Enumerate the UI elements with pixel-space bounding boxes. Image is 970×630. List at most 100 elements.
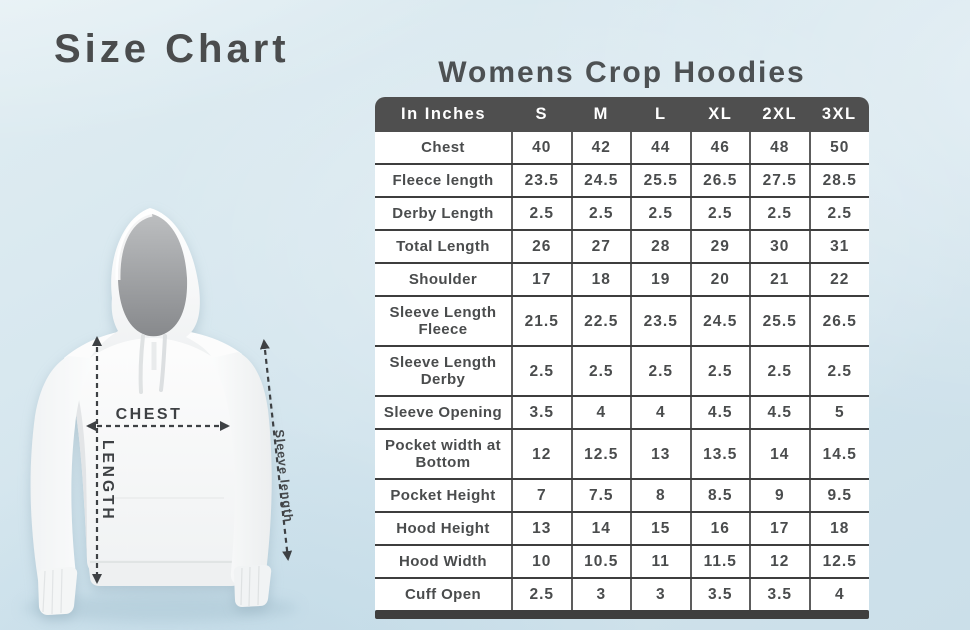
table-row: Hood Width 10 10.5 11 11.5 12 12.5 — [375, 545, 869, 579]
measurement-value: 42 — [570, 132, 631, 165]
measurement-label: Pocket Height — [375, 479, 512, 513]
measurement-value: 27 — [570, 230, 631, 264]
measurement-value: 2.5 — [630, 197, 691, 231]
measurement-value: 26.5 — [689, 164, 750, 198]
measurement-value: 3 — [630, 578, 691, 610]
measurement-label: Fleece length — [375, 164, 512, 198]
measurement-value: 44 — [630, 132, 691, 165]
measurement-label: Hood Height — [375, 512, 512, 546]
size-table: In Inches S M L XL 2XL 3XL Chest 40 42 44 46 48 50 … — [375, 97, 869, 610]
measurement-value: 23.5 — [630, 296, 691, 347]
measurement-value: 3 — [570, 578, 631, 610]
measurement-value: 4 — [570, 396, 631, 430]
measurement-value: 10 — [511, 545, 572, 579]
measurement-value: 7.5 — [570, 479, 631, 513]
measurement-label: Sleeve Opening — [375, 396, 512, 430]
measurement-value: 2.5 — [511, 346, 572, 397]
measurement-value: 2.5 — [749, 197, 810, 231]
hoodie-illustration: CHEST LENGTH Sleeve length — [22, 208, 298, 622]
measurement-value: 8.5 — [689, 479, 750, 513]
measurement-value: 12 — [511, 429, 572, 480]
measurement-value: 50 — [808, 132, 869, 165]
table-row: Sleeve Length Derby 2.5 2.5 2.5 2.5 2.5 2.5 — [375, 346, 869, 397]
measurement-value: 2.5 — [749, 346, 810, 397]
drawstring-right — [159, 334, 167, 392]
table-row: Derby Length 2.5 2.5 2.5 2.5 2.5 2.5 — [375, 197, 869, 231]
measurement-value: 26.5 — [808, 296, 869, 347]
table-row: Fleece length 23.5 24.5 25.5 26.5 27.5 28.5 — [375, 164, 869, 198]
measurement-label: Pocket width at Bottom — [375, 429, 512, 480]
page-title: Size Chart — [54, 27, 290, 71]
measurement-value: 23.5 — [511, 164, 572, 198]
measurement-arrows — [86, 336, 293, 584]
measurement-value: 18 — [570, 263, 631, 297]
size-column-header: XL — [690, 97, 750, 132]
measurement-value: 4.5 — [689, 396, 750, 430]
measurement-value: 11 — [630, 545, 691, 579]
measurement-value: 22 — [808, 263, 869, 297]
measurement-value: 12 — [749, 545, 810, 579]
measurement-label: Total Length — [375, 230, 512, 264]
ground-shadow — [22, 594, 298, 622]
table-row: Pocket width at Bottom 12 12.5 13 13.5 14 14.… — [375, 429, 869, 480]
measurement-value: 5 — [808, 396, 869, 430]
measurement-value: 28.5 — [808, 164, 869, 198]
size-table-body: Chest 40 42 44 46 48 50 Fleece length 23.5 24.… — [375, 132, 869, 610]
measurement-value: 25.5 — [630, 164, 691, 198]
measurement-value: 11.5 — [689, 545, 750, 579]
measurement-value: 10.5 — [570, 545, 631, 579]
table-row: Hood Height 13 14 15 16 17 18 — [375, 512, 869, 546]
measurement-value: 20 — [689, 263, 750, 297]
table-row: Total Length 26 27 28 29 30 31 — [375, 230, 869, 264]
measurement-value: 13 — [630, 429, 691, 480]
measurement-value: 12.5 — [570, 429, 631, 480]
measurement-value: 2.5 — [570, 197, 631, 231]
size-column-header: M — [571, 97, 631, 132]
measurement-value: 14.5 — [808, 429, 869, 480]
header-row: In Inches S M L XL 2XL 3XL — [375, 97, 869, 132]
table-row: Sleeve Opening 3.5 4 4 4.5 4.5 5 — [375, 396, 869, 430]
measurement-value: 7 — [511, 479, 572, 513]
measurement-value: 2.5 — [808, 197, 869, 231]
length-label: LENGTH — [99, 440, 116, 522]
measurement-label: Chest — [375, 132, 512, 165]
size-column-header: In Inches — [375, 97, 512, 132]
measurement-value: 2.5 — [511, 578, 572, 610]
table-row: Chest 40 42 44 46 48 50 — [375, 132, 869, 165]
measurement-value: 2.5 — [570, 346, 631, 397]
measurement-value: 3.5 — [689, 578, 750, 610]
measurement-value: 4 — [630, 396, 691, 430]
measurement-value: 18 — [808, 512, 869, 546]
measurement-value: 3.5 — [749, 578, 810, 610]
measurement-value: 21 — [749, 263, 810, 297]
table-footer-bar — [375, 610, 869, 619]
measurement-value: 2.5 — [511, 197, 572, 231]
measurement-value: 17 — [511, 263, 572, 297]
measurement-value: 3.5 — [511, 396, 572, 430]
measurement-value: 2.5 — [689, 197, 750, 231]
table-row: Pocket Height 7 7.5 8 8.5 9 9.5 — [375, 479, 869, 513]
measurement-value: 9.5 — [808, 479, 869, 513]
measurement-value: 24.5 — [689, 296, 750, 347]
measurement-label: Sleeve Length Derby — [375, 346, 512, 397]
size-column-header: 3XL — [809, 97, 869, 132]
measurement-value: 13.5 — [689, 429, 750, 480]
measurement-value: 14 — [570, 512, 631, 546]
measurement-value: 24.5 — [570, 164, 631, 198]
measurement-label: Shoulder — [375, 263, 512, 297]
size-table-header: In Inches S M L XL 2XL 3XL — [375, 97, 869, 132]
measurement-label: Hood Width — [375, 545, 512, 579]
measurement-value: 48 — [749, 132, 810, 165]
measurement-value: 16 — [689, 512, 750, 546]
measurement-value: 17 — [749, 512, 810, 546]
measurement-label: Cuff Open — [375, 578, 512, 610]
table-row: Cuff Open 2.5 3 3 3.5 3.5 4 — [375, 578, 869, 610]
size-table-container: In Inches S M L XL 2XL 3XL Chest 40 42 44 46 48 50 … — [375, 97, 869, 619]
measurement-value: 2.5 — [689, 346, 750, 397]
table-title: Womens Crop Hoodies — [438, 56, 806, 89]
sleeve-length-arrow — [259, 339, 293, 561]
measurement-value: 15 — [630, 512, 691, 546]
measurement-value: 28 — [630, 230, 691, 264]
measurement-value: 46 — [689, 132, 750, 165]
sleeve-length-label: Sleeve length — [272, 429, 296, 524]
